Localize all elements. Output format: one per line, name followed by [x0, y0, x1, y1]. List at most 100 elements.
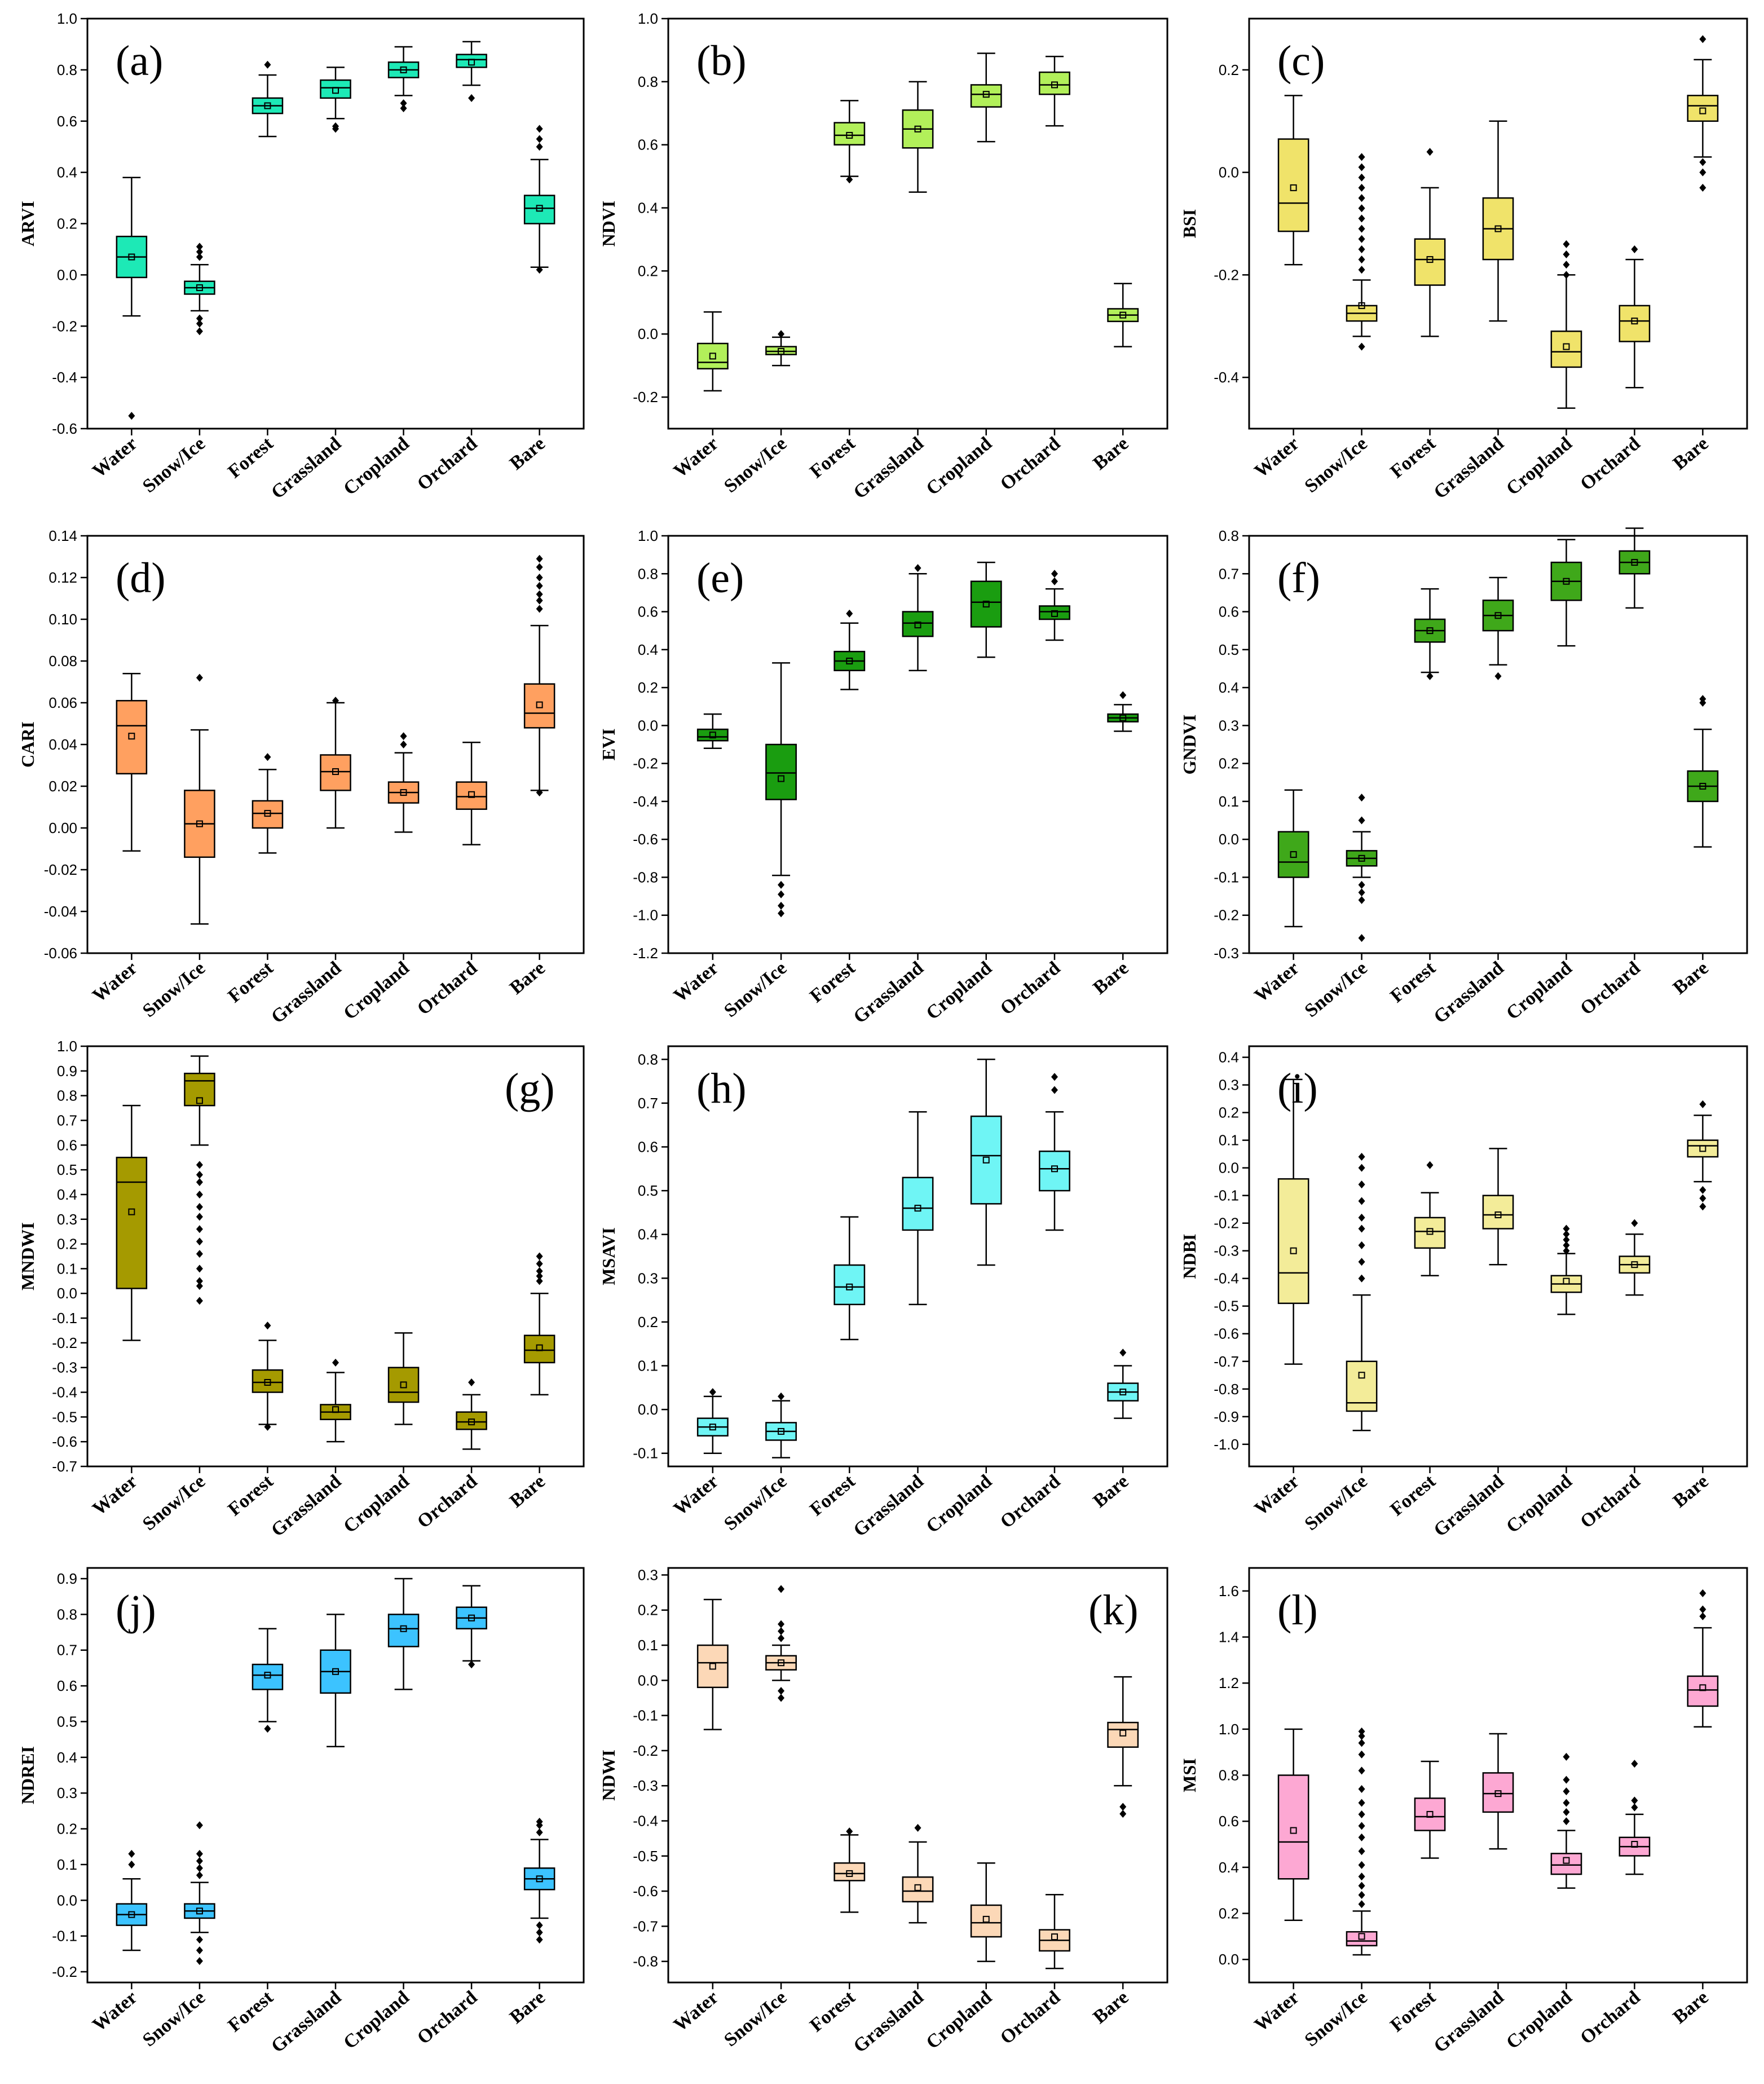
y-tick-label: 0.5: [1219, 641, 1239, 658]
outlier-point: [1358, 1197, 1365, 1205]
outlier-point: [196, 1237, 203, 1246]
box-forest: Forest: [806, 100, 866, 482]
y-tick-label: 0.2: [57, 1236, 77, 1253]
iqr-box: [1277, 1774, 1309, 1880]
y-tick-label: 0.1: [638, 1358, 658, 1374]
mean-marker: [1119, 311, 1127, 319]
panel-letter: (h): [696, 1065, 747, 1112]
y-tick-label: 0.8: [638, 1051, 658, 1068]
panel-letter: (i): [1277, 1065, 1318, 1112]
iqr-box: [970, 1904, 1002, 1938]
outlier-point: [1563, 240, 1570, 248]
x-category-label: Orchard: [996, 433, 1064, 495]
outlier-point: [196, 327, 203, 336]
iqr-box: [1277, 138, 1309, 232]
mean-marker: [982, 1156, 990, 1164]
y-tick-label: -0.3: [1214, 945, 1239, 962]
x-category-label: Snow/Ice: [139, 958, 209, 1021]
mean-marker: [846, 1870, 853, 1877]
iqr-box: [387, 1614, 420, 1647]
outlier-point: [536, 554, 543, 563]
y-tick-label: 0.2: [638, 262, 658, 279]
outlier-point: [332, 697, 339, 705]
x-category-label: Bare: [1669, 958, 1713, 999]
y-tick-label: -0.3: [633, 1777, 658, 1794]
x-category-label: Water: [1251, 1987, 1303, 2036]
box-orchard: Orchard: [1576, 1760, 1651, 2048]
y-axis-title: CARI: [17, 721, 38, 768]
x-category-label: Orchard: [413, 958, 481, 1019]
y-tick-label: -0.8: [633, 869, 658, 885]
box-water: Water: [89, 177, 148, 482]
y-tick-label: -0.1: [1214, 1187, 1239, 1204]
y-tick-label: 0.08: [48, 653, 77, 669]
y-tick-label: 0.6: [638, 1138, 658, 1155]
box-water: Water: [1251, 1728, 1309, 2036]
iqr-box: [1482, 1772, 1514, 1813]
outlier-point: [1358, 1258, 1365, 1266]
outlier-point: [778, 1687, 785, 1695]
outlier-point: [196, 1265, 203, 1273]
iqr-box: [320, 79, 351, 99]
mean-marker: [1494, 1790, 1502, 1797]
outlier-point: [128, 1849, 135, 1858]
outlier-point: [709, 1388, 716, 1396]
box-snow-ice: Snow/Ice: [720, 1392, 797, 1535]
outlier-point: [846, 609, 853, 618]
outlier-point: [1563, 261, 1570, 269]
panel-letter: (e): [696, 554, 744, 602]
mean-marker: [1563, 578, 1570, 585]
x-category-label: Bare: [1090, 1471, 1133, 1512]
y-tick-label: 0.2: [1219, 1104, 1239, 1121]
outlier-point: [468, 94, 475, 102]
x-category-label: Snow/Ice: [1301, 433, 1371, 497]
x-category-label: Grassland: [1430, 1471, 1508, 1541]
mean-marker: [1290, 1247, 1297, 1254]
y-tick-label: -0.1: [1214, 869, 1239, 885]
outlier-point: [1494, 672, 1502, 680]
box-bare: Bare: [506, 554, 555, 999]
outlier-point: [196, 1161, 203, 1169]
x-category-label: Grassland: [267, 433, 345, 503]
iqr-box: [696, 1644, 729, 1689]
x-category-label: Cropland: [339, 1987, 413, 2054]
iqr-box: [1107, 1721, 1139, 1748]
outlier-point: [536, 574, 543, 581]
outlier-point: [1358, 245, 1365, 253]
y-tick-label: 0.12: [48, 569, 77, 586]
mean-marker: [1426, 1810, 1434, 1818]
iqr-box: [1039, 71, 1070, 95]
x-category-label: Orchard: [996, 1471, 1064, 1532]
box-snow-ice: Snow/Ice: [1301, 794, 1378, 1021]
mean-marker: [128, 1911, 135, 1918]
y-tick-label: -0.4: [1214, 369, 1239, 386]
y-tick-label: 0.3: [1219, 1077, 1239, 1094]
box-water: Water: [670, 1598, 729, 2035]
x-category-label: Snow/Ice: [720, 433, 791, 497]
outlier-point: [1358, 235, 1365, 243]
y-tick-label: 0.0: [638, 1401, 658, 1418]
outlier-point: [196, 1250, 203, 1258]
mean-marker: [468, 59, 475, 66]
y-tick-label: 0.4: [638, 641, 658, 658]
outlier-point: [1358, 1872, 1365, 1881]
mean-marker: [1699, 1145, 1706, 1152]
outlier-point: [846, 175, 853, 184]
mean-marker: [778, 1659, 785, 1667]
mean-marker: [1426, 1228, 1434, 1235]
iqr-box: [970, 84, 1002, 108]
outlier-point: [1358, 794, 1365, 802]
y-tick-label: 0.1: [638, 1637, 658, 1654]
box-water: Water: [89, 1104, 148, 1519]
x-category-label: Bare: [1669, 1471, 1713, 1512]
x-category-label: Forest: [224, 1470, 277, 1520]
x-category-label: Cropland: [1502, 1987, 1576, 2054]
outlier-point: [1631, 1796, 1638, 1805]
outlier-point: [536, 1259, 543, 1268]
outlier-point: [1563, 1808, 1570, 1816]
mean-marker: [400, 1381, 407, 1389]
x-category-label: Cropland: [339, 958, 413, 1024]
mean-marker: [709, 353, 716, 360]
box-cropland: Cropland: [339, 732, 420, 1024]
outlier-point: [1358, 163, 1365, 171]
